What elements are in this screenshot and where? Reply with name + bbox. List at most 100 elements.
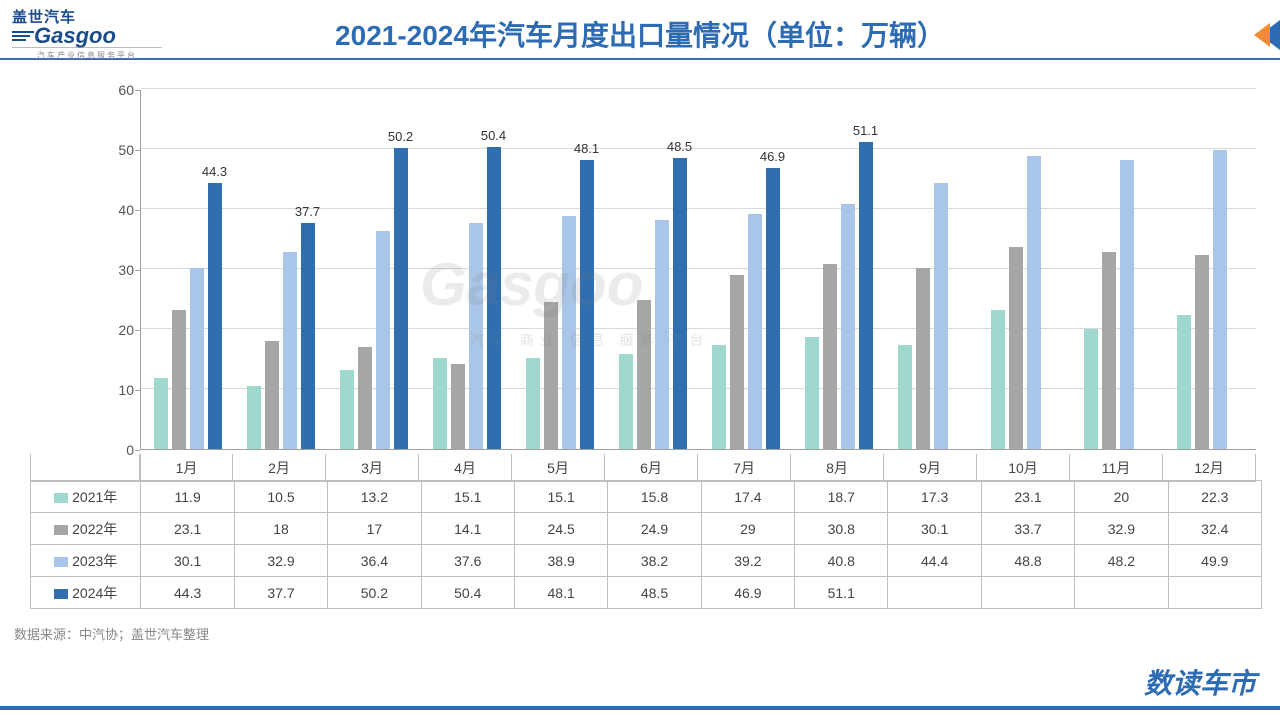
bar	[376, 231, 390, 449]
bar	[526, 358, 540, 449]
bar	[580, 160, 594, 449]
x-tick-label: 7月	[698, 454, 791, 482]
bar	[748, 214, 762, 449]
data-cell: 32.9	[1075, 513, 1168, 545]
data-cell: 32.9	[234, 545, 327, 577]
series-header: 2024年	[31, 577, 141, 609]
bar	[358, 347, 372, 449]
data-cell	[1168, 577, 1261, 609]
logo-stripes-icon	[12, 31, 34, 43]
bar-value-label: 48.1	[567, 141, 607, 156]
data-cell: 11.9	[141, 481, 234, 513]
data-cell: 30.8	[795, 513, 888, 545]
bar-value-label: 51.1	[846, 123, 886, 138]
data-cell: 37.6	[421, 545, 514, 577]
bar	[898, 345, 912, 449]
x-tick-label: 9月	[884, 454, 977, 482]
data-cell: 44.3	[141, 577, 234, 609]
data-cell: 18	[234, 513, 327, 545]
data-cell: 17	[328, 513, 421, 545]
data-cell: 24.5	[514, 513, 607, 545]
table-row: 2024年44.337.750.250.448.148.546.951.1	[31, 577, 1262, 609]
legend-swatch-icon	[54, 525, 68, 535]
data-cell: 23.1	[981, 481, 1074, 513]
y-tick-label: 40	[100, 202, 134, 218]
bar	[394, 148, 408, 449]
data-cell: 38.9	[514, 545, 607, 577]
bar-value-label: 50.4	[474, 128, 514, 143]
x-tick-label: 6月	[605, 454, 698, 482]
data-cell: 15.1	[421, 481, 514, 513]
data-cell: 50.2	[328, 577, 421, 609]
footer-brand: 数读车市	[1144, 662, 1256, 702]
bar	[172, 310, 186, 449]
data-cell: 46.9	[701, 577, 794, 609]
data-cell: 14.1	[421, 513, 514, 545]
data-cell: 18.7	[795, 481, 888, 513]
series-name: 2024年	[72, 585, 117, 601]
bar	[301, 223, 315, 449]
y-tick-label: 20	[100, 322, 134, 338]
bar	[1120, 160, 1134, 449]
data-cell: 17.3	[888, 481, 981, 513]
data-cell	[981, 577, 1074, 609]
data-cell: 38.2	[608, 545, 701, 577]
data-cell: 50.4	[421, 577, 514, 609]
x-tick-label: 3月	[326, 454, 419, 482]
bar	[247, 386, 261, 449]
x-tick-label: 1月	[140, 454, 233, 482]
gridline	[141, 88, 1256, 89]
data-cell: 10.5	[234, 481, 327, 513]
data-cell: 32.4	[1168, 513, 1261, 545]
logo-en-text: Gasgoo	[34, 23, 116, 48]
bar-value-label: 37.7	[288, 204, 328, 219]
bar	[673, 158, 687, 449]
data-cell: 48.1	[514, 577, 607, 609]
x-tick-label: 5月	[512, 454, 605, 482]
data-cell: 33.7	[981, 513, 1074, 545]
footer-line	[0, 706, 1280, 710]
series-header: 2022年	[31, 513, 141, 545]
x-tick-label: 2月	[233, 454, 326, 482]
bar-value-label: 48.5	[660, 139, 700, 154]
bar	[1084, 329, 1098, 449]
series-name: 2021年	[72, 489, 117, 505]
bar-value-label: 46.9	[753, 149, 793, 164]
nav-arrow-icon	[1240, 20, 1280, 50]
table-row: 2021年11.910.513.215.115.115.817.418.717.…	[31, 481, 1262, 513]
bar-value-label: 44.3	[195, 164, 235, 179]
table-row: 2023年30.132.936.437.638.938.239.240.844.…	[31, 545, 1262, 577]
x-tick-label: 11月	[1070, 454, 1163, 482]
data-cell	[1075, 577, 1168, 609]
logo-sub: 汽车产业信息服务平台	[12, 47, 162, 61]
gasgoo-logo: 盖世汽车 Gasgoo 汽车产业信息服务平台	[12, 6, 162, 61]
data-cell: 24.9	[608, 513, 701, 545]
data-cell: 44.4	[888, 545, 981, 577]
bar	[916, 268, 930, 449]
table-row: 2022年23.1181714.124.524.92930.830.133.73…	[31, 513, 1262, 545]
data-cell: 17.4	[701, 481, 794, 513]
data-table: 2021年11.910.513.215.115.115.817.418.717.…	[30, 480, 1262, 609]
series-name: 2022年	[72, 521, 117, 537]
bar	[1009, 247, 1023, 449]
bar	[805, 337, 819, 449]
table-corner	[30, 454, 140, 482]
bar	[1102, 252, 1116, 449]
series-name: 2023年	[72, 553, 117, 569]
data-cell: 40.8	[795, 545, 888, 577]
bar	[991, 310, 1005, 449]
y-tick-label: 50	[100, 142, 134, 158]
bar	[340, 370, 354, 449]
data-cell: 48.2	[1075, 545, 1168, 577]
bar	[841, 204, 855, 449]
bar	[190, 268, 204, 449]
bar	[1213, 150, 1227, 449]
chart-area: 0102030405060 44.337.750.250.448.148.546…	[100, 80, 1256, 480]
bar-value-label: 50.2	[381, 129, 421, 144]
bar	[934, 183, 948, 449]
bar	[859, 142, 873, 449]
chart-title: 2021-2024年汽车月度出口量情况（单位：万辆）	[0, 0, 1280, 54]
bar	[730, 275, 744, 449]
y-tick-label: 10	[100, 382, 134, 398]
bar	[712, 345, 726, 449]
